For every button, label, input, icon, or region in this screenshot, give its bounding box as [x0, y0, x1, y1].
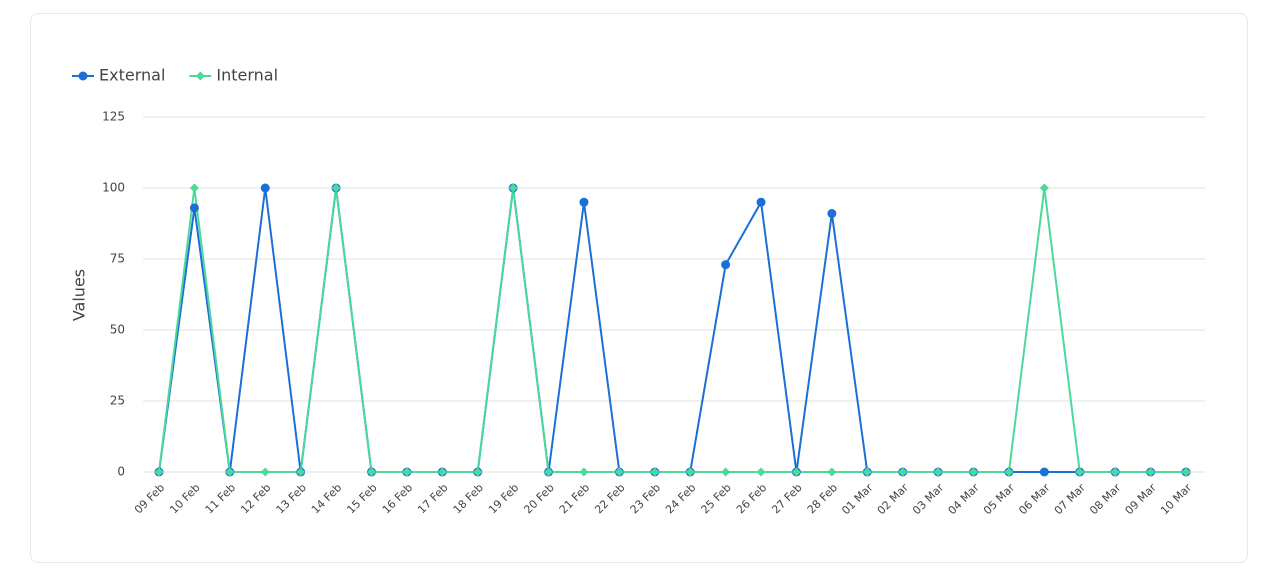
- point: [756, 197, 766, 207]
- point: [189, 203, 199, 213]
- x-tick-label: 21 Feb: [557, 481, 592, 516]
- legend-label: Internal: [216, 66, 278, 85]
- point: [969, 467, 979, 477]
- point: [756, 467, 766, 477]
- x-tick-label: 22 Feb: [592, 481, 627, 516]
- x-tick-label: 11 Feb: [203, 481, 238, 516]
- y-tick-label: 0: [117, 465, 125, 479]
- point: [225, 467, 235, 477]
- point: [721, 467, 731, 477]
- x-tick-label: 13 Feb: [274, 481, 309, 516]
- x-tick-label: 20 Feb: [521, 481, 556, 516]
- y-tick-label: 75: [110, 252, 125, 266]
- legend-marker: [78, 71, 88, 81]
- point: [366, 467, 376, 477]
- x-tick-label: 18 Feb: [451, 481, 486, 516]
- x-tick-label: 07 Mar: [1052, 481, 1089, 518]
- x-tick-label: 17 Feb: [415, 481, 450, 516]
- point: [437, 467, 447, 477]
- y-tick-label: 125: [102, 110, 125, 124]
- point: [260, 467, 270, 477]
- point: [791, 467, 801, 477]
- card: [30, 13, 1248, 563]
- legend-item: External: [72, 66, 165, 85]
- y-axis-label: Values: [70, 269, 89, 321]
- x-tick-label: 09 Feb: [132, 481, 167, 516]
- x-tick-label: 01 Mar: [839, 481, 876, 518]
- point: [614, 467, 624, 477]
- x-tick-label: 23 Feb: [628, 481, 663, 516]
- x-tick-label: 10 Mar: [1158, 481, 1195, 518]
- point: [579, 467, 589, 477]
- x-tick-label: 04 Mar: [946, 481, 983, 518]
- x-tick-label: 14 Feb: [309, 481, 344, 516]
- point: [154, 467, 164, 477]
- point: [260, 183, 270, 193]
- x-tick-label: 12 Feb: [238, 481, 273, 516]
- point: [544, 467, 554, 477]
- legend-marker: [195, 71, 205, 81]
- point: [1039, 467, 1049, 477]
- x-tick-label: 19 Feb: [486, 481, 521, 516]
- point: [933, 467, 943, 477]
- point: [898, 467, 908, 477]
- point: [1075, 467, 1085, 477]
- series-line: [158, 187, 1186, 473]
- x-tick-label: 24 Feb: [663, 481, 698, 516]
- x-tick-label: 25 Feb: [699, 481, 734, 516]
- x-tick-label: 09 Mar: [1123, 481, 1160, 518]
- point: [721, 260, 731, 270]
- point: [1146, 467, 1156, 477]
- point: [402, 467, 412, 477]
- x-tick-label: 02 Mar: [875, 481, 912, 518]
- x-tick-label: 10 Feb: [167, 481, 202, 516]
- point: [1039, 183, 1049, 193]
- legend-item: Internal: [189, 66, 278, 85]
- point: [331, 183, 341, 193]
- x-tick-label: 26 Feb: [734, 481, 769, 516]
- point: [1181, 467, 1191, 477]
- x-tick-label: 03 Mar: [910, 481, 947, 518]
- point: [579, 197, 589, 207]
- y-tick-label: 25: [110, 394, 125, 408]
- x-tick-label: 16 Feb: [380, 481, 415, 516]
- x-tick-label: 06 Mar: [1016, 481, 1053, 518]
- point: [296, 467, 306, 477]
- point: [827, 467, 837, 477]
- point: [1110, 467, 1120, 477]
- point: [189, 183, 199, 193]
- point: [473, 467, 483, 477]
- point: [650, 467, 660, 477]
- point: [827, 209, 837, 219]
- x-tick-label: 05 Mar: [981, 481, 1018, 518]
- x-tick-label: 08 Mar: [1087, 481, 1124, 518]
- point: [685, 467, 695, 477]
- x-tick-label: 28 Feb: [805, 481, 840, 516]
- y-tick-label: 100: [102, 181, 125, 195]
- point: [862, 467, 872, 477]
- point: [1004, 467, 1014, 477]
- legend-label: External: [99, 66, 165, 85]
- x-tick-label: 27 Feb: [769, 481, 804, 516]
- point: [508, 183, 518, 193]
- y-tick-label: 50: [110, 323, 125, 337]
- x-tick-label: 15 Feb: [344, 481, 379, 516]
